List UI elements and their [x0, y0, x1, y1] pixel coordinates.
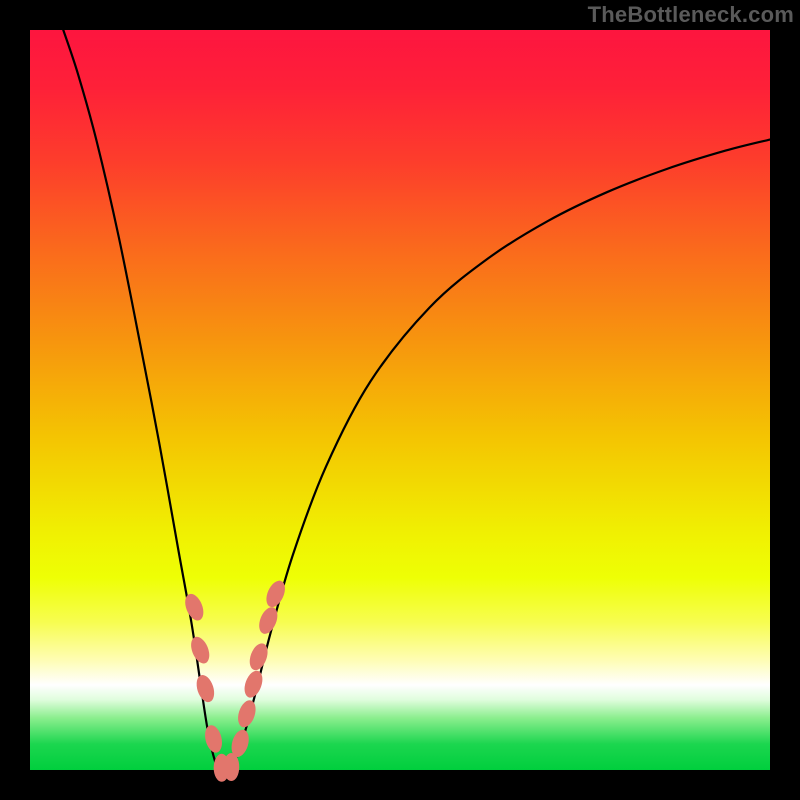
highlight-dot — [223, 753, 239, 781]
bottleneck-chart — [0, 0, 800, 800]
gradient-background — [30, 30, 770, 770]
watermark-text: TheBottleneck.com — [588, 2, 794, 28]
